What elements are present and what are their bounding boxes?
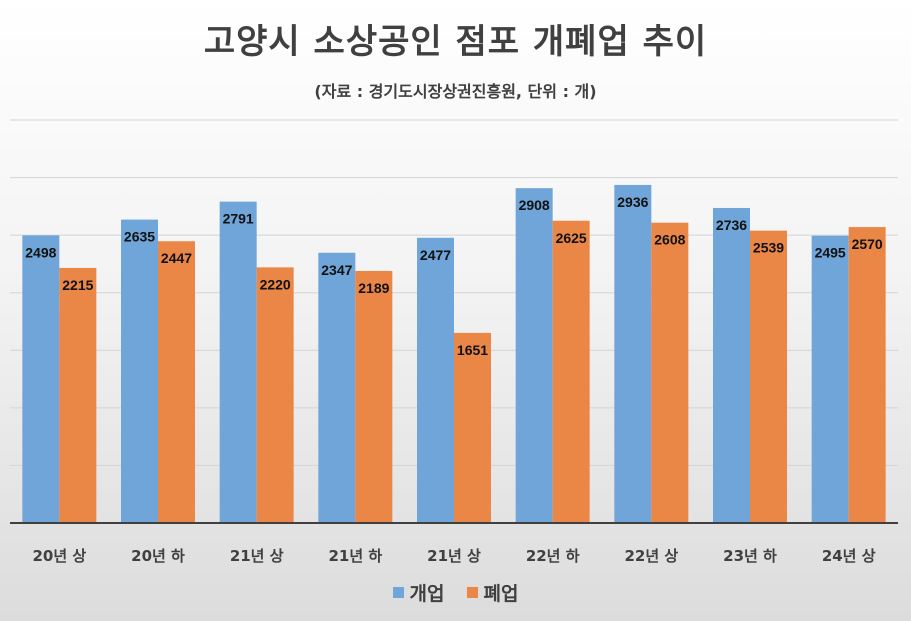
data-label: 2220 [260,276,291,292]
bar-close [59,267,97,523]
data-label: 2936 [617,194,648,210]
bar-open [318,252,356,524]
bar-close [848,227,886,523]
bar-open [219,201,257,523]
data-label: 2447 [161,250,192,266]
legend: 개업 폐업 [0,579,911,606]
bar-close [750,230,787,523]
data-label: 2189 [358,280,389,296]
data-label: 2498 [25,244,56,260]
data-label: 2635 [124,229,155,245]
bar-open [22,235,60,523]
data-label: 2625 [556,230,587,246]
data-label: 1651 [457,342,488,358]
legend-item-close: 폐업 [466,579,519,606]
category-label: 20년 하 [131,547,185,565]
data-label: 2539 [753,240,784,256]
category-label: 21년 상 [230,547,284,565]
bar-open [614,184,652,524]
bar-open [417,237,454,523]
category-label: 21년 하 [328,547,382,565]
category-label: 22년 하 [526,547,580,565]
legend-label-open: 개업 [409,583,445,605]
bar-open [713,207,750,523]
bar-open [121,219,158,523]
category-label: 23년 하 [723,547,777,565]
legend-swatch-close [466,587,478,598]
bar-close [651,222,689,523]
legend-item-open: 개업 [392,579,445,606]
data-label: 2215 [62,277,93,293]
bar-close [355,270,393,523]
data-label: 2608 [654,232,685,248]
data-label: 2570 [852,236,883,252]
data-label: 2347 [321,262,352,278]
data-label: 2908 [519,197,550,213]
bar-open [515,188,553,524]
data-label: 2477 [420,247,451,263]
bar-close [256,267,294,523]
data-label: 2736 [716,217,747,233]
legend-label-close: 폐업 [483,583,519,605]
bar-open [811,235,849,523]
category-label: 21년 상 [427,547,481,565]
chart-title: 고양시 소상공인 점포 개폐업 추이 [203,22,708,62]
category-label: 22년 상 [624,547,678,565]
legend-swatch-open [392,587,404,598]
data-label: 2791 [223,211,254,227]
bar-close [158,241,195,523]
category-label: 24년 상 [822,547,876,565]
bar-close [454,332,491,523]
category-label: 20년 상 [32,547,86,565]
bar-close [552,220,590,523]
chart-subtitle: (자료 : 경기도시장상권진흥원, 단위 : 개) [314,82,597,101]
data-label: 2495 [815,245,846,261]
